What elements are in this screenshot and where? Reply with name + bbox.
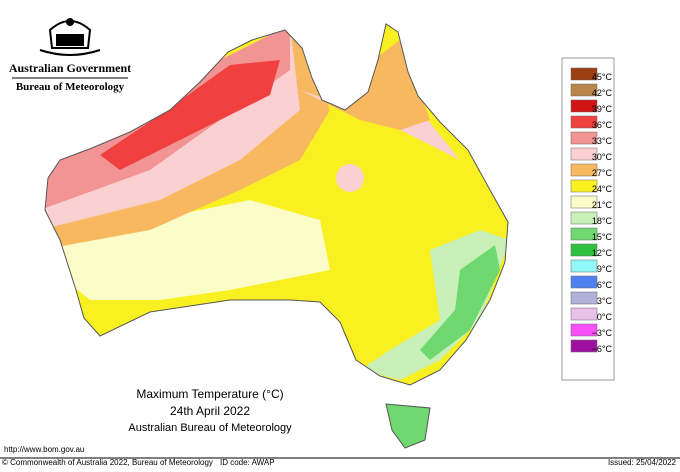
legend-swatch xyxy=(570,291,598,305)
crest xyxy=(39,18,101,56)
legend-swatch xyxy=(570,115,598,129)
legend-label: 45°C xyxy=(592,72,613,82)
legend-label: 42°C xyxy=(592,88,613,98)
legend-label: 27°C xyxy=(592,168,613,178)
legend-swatch xyxy=(570,99,598,113)
legend-swatch xyxy=(570,211,598,225)
legend-label: 0°C xyxy=(597,312,613,322)
legend-label: 18°C xyxy=(592,216,613,226)
legend-swatch xyxy=(570,307,598,321)
legend-label: 36°C xyxy=(592,120,613,130)
legend-label: 30°C xyxy=(592,152,613,162)
legend-swatch xyxy=(570,259,598,273)
legend: 45°C 42°C 39°C 36°C 33°C 30°C 27°C 24°C 21°C 18°C… xyxy=(570,67,613,354)
map-title: Maximum Temperature (°C) xyxy=(136,387,283,401)
legend-label: 15°C xyxy=(592,232,613,242)
legend-swatch xyxy=(570,163,598,177)
legend-swatch xyxy=(570,323,598,337)
legend-swatch xyxy=(570,83,598,97)
legend-swatch xyxy=(570,179,598,193)
agency: Australian Government xyxy=(9,61,131,75)
legend-swatch xyxy=(570,147,598,161)
legend-label: −6°C xyxy=(592,344,613,354)
legend-label: 24°C xyxy=(592,184,613,194)
legend-label: 6°C xyxy=(597,280,613,290)
issued: Issued: 25/04/2022 xyxy=(608,458,677,467)
legend-label: 12°C xyxy=(592,248,613,258)
legend-swatch xyxy=(570,339,598,353)
bureau: Bureau of Meteorology xyxy=(16,81,125,93)
map-source: Australian Bureau of Meteorology xyxy=(128,422,292,434)
copyright: © Commonwealth of Australia 2022, Bureau… xyxy=(2,458,213,467)
legend-label: 39°C xyxy=(592,104,613,114)
legend-swatch xyxy=(570,275,598,289)
legend-label: −3°C xyxy=(592,328,613,338)
legend-swatch xyxy=(570,67,598,81)
legend-label: 21°C xyxy=(592,200,613,210)
url: http://www.bom.gov.au xyxy=(4,445,84,454)
map-date: 24th April 2022 xyxy=(170,404,250,418)
legend-swatch xyxy=(570,243,598,257)
legend-swatch xyxy=(570,227,598,241)
legend-label: 3°C xyxy=(597,296,613,306)
legend-swatch xyxy=(570,195,598,209)
legend-label: 33°C xyxy=(592,136,613,146)
legend-label: 9°C xyxy=(597,264,613,274)
id-code: ID code: AWAP xyxy=(220,458,275,467)
legend-swatch xyxy=(570,131,598,145)
